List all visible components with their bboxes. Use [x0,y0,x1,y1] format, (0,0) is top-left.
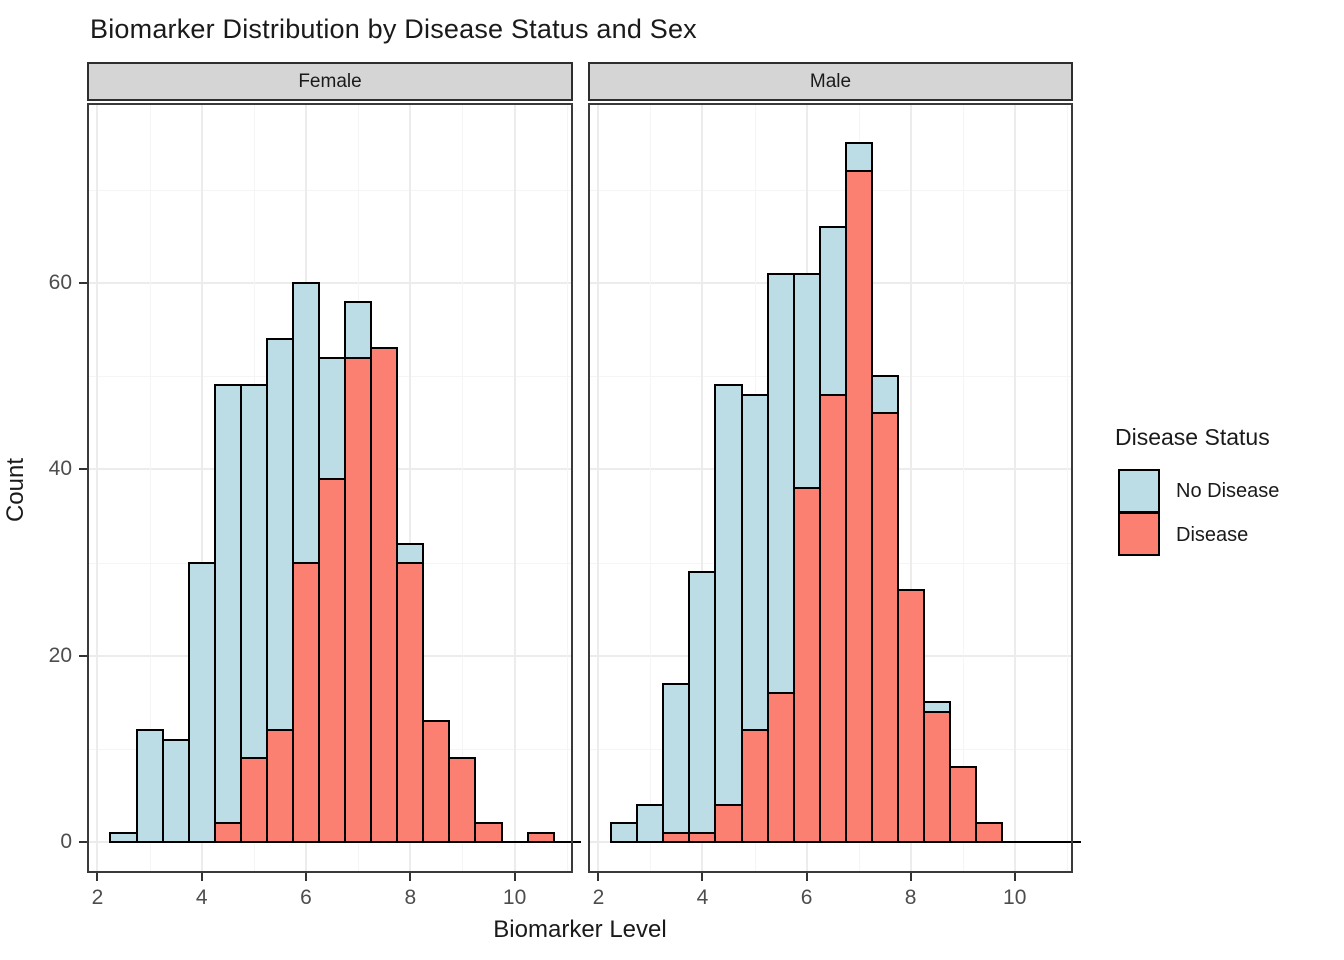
histogram-bar-disease [792,486,821,843]
histogram-bar-disease [974,822,1003,843]
gridline-x-minor [650,103,652,873]
legend-item-no-disease: No Disease [1113,469,1338,513]
histogram-bar-no_disease [714,384,743,843]
x-axis-tick [1013,873,1016,881]
y-axis-tick [79,468,87,471]
y-tick-label: 0 [60,830,72,853]
legend-key-no-disease-swatch [1118,469,1160,513]
x-axis-tick [513,873,516,881]
histogram-bar-disease [448,757,477,843]
y-tick-label: 60 [48,271,72,294]
facet-strip-label-female: Female [298,70,362,92]
legend-label-disease: Disease [1176,523,1249,546]
x-axis-tick [701,873,704,881]
x-tick-label: 8 [904,886,917,909]
histogram-bar-disease [896,589,925,843]
gridline-x-major [513,103,516,873]
histogram-bar-disease [344,356,373,843]
histogram-baseline [109,841,581,843]
gridline-x-major [701,103,704,873]
histogram-bar-no_disease [662,682,691,843]
histogram-bar-disease [740,729,769,843]
histogram-bar-disease [422,719,451,843]
gridline-x-major [1013,103,1016,873]
gridline-x-minor [149,103,151,873]
x-axis-tick [409,873,412,881]
gridline-x-minor [962,103,964,873]
histogram-bar-no_disease [161,738,190,843]
histogram-bar-disease [870,412,899,843]
x-axis-tick [200,873,203,881]
histogram-bar-disease [291,561,321,843]
gridline-x-minor [1066,103,1068,873]
histogram-bar-disease [818,393,847,843]
x-tick-label: 4 [195,886,208,909]
gridline-x-minor [566,103,568,873]
gridline-x-major [200,103,203,873]
legend-title: Disease Status [1115,424,1270,450]
plot-panel-female [87,103,581,873]
histogram-bar-disease [265,729,294,843]
histogram-bar-disease [922,710,951,843]
x-tick-label: 6 [300,886,312,909]
x-tick-label: 10 [1003,886,1027,909]
x-tick-label: 2 [592,886,605,909]
y-axis-title: Count [2,457,29,523]
x-axis-tick [909,873,912,881]
gridline-x-major [96,103,99,873]
histogram-baseline [610,841,1081,843]
histogram-bar-disease [714,803,743,843]
gridline-x-major [409,103,412,873]
x-tick-label: 4 [696,886,709,909]
histogram-bar-no_disease [135,729,164,843]
facet-strip-male: Male [588,62,1073,101]
x-axis-tick [96,873,99,881]
x-tick-label: 10 [502,886,527,909]
histogram-bar-no_disease [636,803,665,843]
histogram-bar-disease [239,757,268,843]
histogram-bar-disease [213,822,242,843]
histogram-bar-disease [948,766,977,843]
gridline-x-minor [462,103,464,873]
y-tick-label: 40 [48,457,72,481]
histogram-bar-disease [396,561,425,843]
x-axis-tick [305,873,307,881]
y-axis-tick [79,841,87,843]
histogram-bar-disease [766,691,795,843]
legend-key-disease-swatch [1118,512,1160,556]
y-axis-tick [79,282,87,284]
x-axis-tick [805,873,808,881]
x-axis-title: Biomarker Level [493,916,667,943]
histogram-bar-no_disease [213,384,242,843]
chart-title: Biomarker Distribution by Disease Status… [90,14,697,44]
gridline-x-major [597,103,600,873]
y-tick-label: 20 [48,643,72,667]
facet-strip-label-male: Male [809,70,852,92]
gridline-y-major [87,282,573,284]
x-axis-tick [597,873,600,881]
gridline-x-major [909,103,912,873]
gridline-y-minor [588,189,1073,191]
gridline-y-minor [87,189,573,191]
histogram-bar-no_disease [610,822,639,843]
legend: Disease Status No Disease Disease [1113,424,1338,557]
plot-panel-male [588,103,1081,873]
y-axis-tick [79,654,87,657]
histogram-bar-no_disease [688,570,717,843]
legend-label-no-disease: No Disease [1176,479,1280,502]
x-tick-label: 6 [800,886,813,909]
histogram-bar-disease [318,477,347,843]
x-tick-label: 2 [91,886,104,909]
facet-strip-female: Female [87,62,573,101]
histogram-bar-no_disease [187,561,216,843]
x-tick-label: 8 [404,886,417,909]
legend-item-disease: Disease [1113,512,1338,557]
histogram-bar-disease [370,347,399,843]
histogram-bar-disease [844,170,873,843]
histogram-bar-disease [474,822,503,843]
